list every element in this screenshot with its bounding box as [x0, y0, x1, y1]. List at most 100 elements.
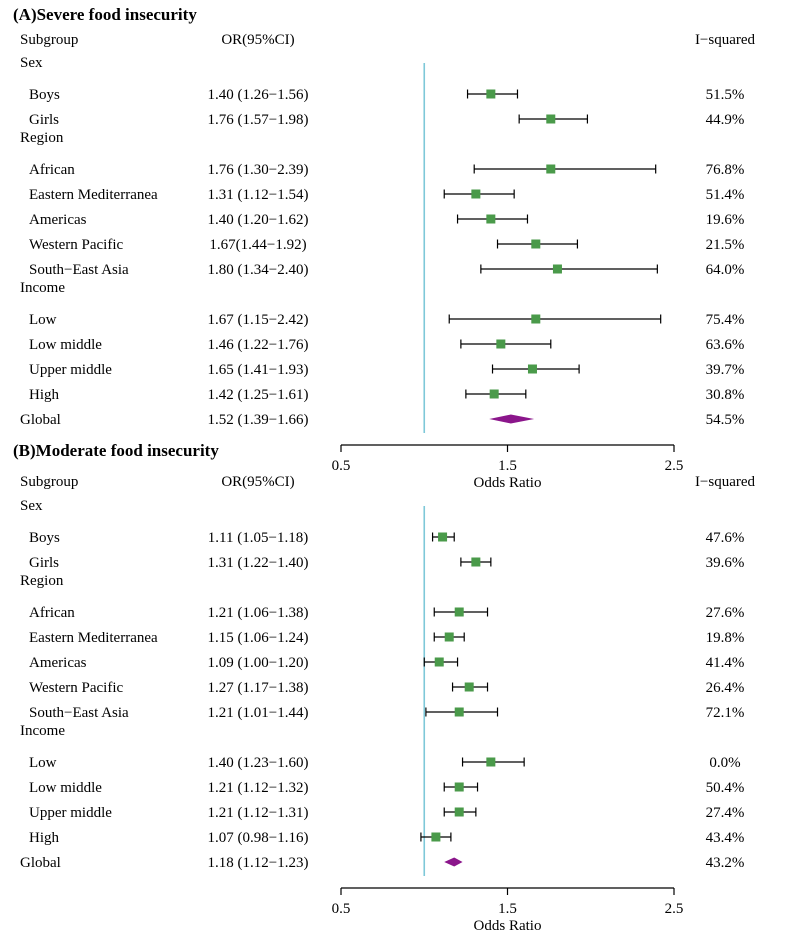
row-i-squared: 64.0%	[706, 262, 745, 278]
row-or-ci: 1.21 (1.01−1.44)	[208, 705, 309, 721]
subgroup-row: Upper middle 1.21 (1.12−1.31) 27.4%	[29, 805, 744, 821]
row-i-squared: 47.6%	[706, 530, 745, 546]
subgroup-row: South−East Asia 1.21 (1.01−1.44) 72.1%	[29, 705, 744, 721]
row-i-squared: 72.1%	[706, 705, 745, 721]
row-i-squared: 54.5%	[706, 412, 745, 428]
point-estimate-marker	[444, 632, 454, 642]
x-axis-label: Odds Ratio	[474, 475, 542, 491]
row-or-ci: 1.15 (1.06−1.24)	[208, 630, 309, 646]
group-heading-row: Sex	[20, 55, 43, 71]
group-label: Income	[20, 280, 65, 296]
subgroup-row: Low middle 1.46 (1.22−1.76) 63.6%	[29, 337, 744, 353]
subgroup-row: Low 1.67 (1.15−2.42) 75.4%	[29, 312, 744, 328]
row-i-squared: 26.4%	[706, 680, 745, 696]
row-label: Girls	[29, 555, 59, 571]
subgroup-row: South−East Asia 1.80 (1.34−2.40) 64.0%	[29, 262, 744, 278]
subgroup-row: Girls 1.31 (1.22−1.40) 39.6%	[29, 555, 744, 571]
header-subgroup: Subgroup	[20, 474, 78, 490]
row-or-ci: 1.21 (1.12−1.32)	[208, 780, 309, 796]
point-estimate-marker	[486, 214, 496, 224]
point-estimate-marker	[434, 657, 444, 667]
subgroup-row: Eastern Mediterranea 1.15 (1.06−1.24) 19.8…	[29, 630, 744, 646]
row-label: High	[29, 830, 60, 846]
x-axis: 0.5 1.5 2.5 Odds Ratio	[332, 444, 683, 491]
row-i-squared: 51.5%	[706, 87, 745, 103]
row-or-ci: 1.40 (1.23−1.60)	[208, 755, 309, 771]
row-label: Girls	[29, 112, 59, 128]
panel-title: (A)Severe food insecurity	[13, 5, 197, 24]
point-estimate-marker	[552, 264, 562, 274]
group-heading-row: Income	[20, 280, 65, 296]
row-i-squared: 21.5%	[706, 237, 745, 253]
row-or-ci: 1.31 (1.22−1.40)	[208, 555, 309, 571]
row-or-ci: 1.18 (1.12−1.23)	[208, 855, 309, 871]
row-or-ci: 1.67(1.44−1.92)	[209, 237, 306, 253]
row-i-squared: 50.4%	[706, 780, 745, 796]
x-tick-label: 1.5	[498, 458, 517, 474]
row-i-squared: 0.0%	[709, 755, 740, 771]
row-i-squared: 19.8%	[706, 630, 745, 646]
subgroup-row: African 1.21 (1.06−1.38) 27.6%	[29, 605, 744, 621]
row-or-ci: 1.76 (1.30−2.39)	[208, 162, 309, 178]
panel-severe: (A)Severe food insecurity Subgroup OR(95%C…	[13, 5, 756, 491]
row-or-ci: 1.40 (1.26−1.56)	[208, 87, 309, 103]
x-axis: 0.5 1.5 2.5 Odds Ratio	[332, 887, 683, 934]
row-label: Boys	[29, 87, 60, 103]
point-estimate-marker	[527, 364, 537, 374]
row-or-ci: 1.27 (1.17−1.38)	[208, 680, 309, 696]
row-i-squared: 43.2%	[706, 855, 745, 871]
group-label: Sex	[20, 498, 43, 514]
group-label: Sex	[20, 55, 43, 71]
header-i-squared: I−squared	[695, 32, 756, 48]
row-or-ci: 1.52 (1.39−1.66)	[208, 412, 309, 428]
row-label: Western Pacific	[29, 680, 124, 696]
subgroup-row: Western Pacific 1.67(1.44−1.92) 21.5%	[29, 237, 744, 253]
row-label: Americas	[29, 212, 87, 228]
group-heading-row: Sex	[20, 498, 43, 514]
row-or-ci: 1.21 (1.06−1.38)	[208, 605, 309, 621]
group-label: Region	[20, 130, 64, 146]
header-i-squared: I−squared	[695, 474, 756, 490]
point-estimate-marker	[454, 807, 464, 817]
row-i-squared: 39.7%	[706, 362, 745, 378]
point-estimate-marker	[438, 532, 448, 542]
row-label: Eastern Mediterranea	[29, 630, 158, 646]
row-i-squared: 27.4%	[706, 805, 745, 821]
row-i-squared: 39.6%	[706, 555, 745, 571]
row-or-ci: 1.46 (1.22−1.76)	[208, 337, 309, 353]
point-estimate-marker	[464, 682, 474, 692]
point-estimate-marker	[454, 607, 464, 617]
row-label: Global	[20, 855, 61, 871]
row-i-squared: 19.6%	[706, 212, 745, 228]
x-tick-label: 0.5	[332, 458, 351, 474]
row-label: South−East Asia	[29, 705, 129, 721]
pooled-estimate-diamond	[444, 857, 463, 867]
subgroup-row: Low 1.40 (1.23−1.60) 0.0%	[29, 755, 741, 771]
row-label: Global	[20, 412, 61, 428]
subgroup-row: African 1.76 (1.30−2.39) 76.8%	[29, 162, 744, 178]
point-estimate-marker	[471, 557, 481, 567]
row-i-squared: 27.6%	[706, 605, 745, 621]
row-or-ci: 1.07 (0.98−1.16)	[208, 830, 309, 846]
point-estimate-marker	[496, 339, 506, 349]
row-label: Americas	[29, 655, 87, 671]
row-or-ci: 1.31 (1.12−1.54)	[208, 187, 309, 203]
global-row: Global 1.52 (1.39−1.66) 54.5%	[20, 412, 744, 428]
group-heading-row: Region	[20, 573, 64, 589]
point-estimate-marker	[471, 189, 481, 199]
group-label: Income	[20, 723, 65, 739]
subgroup-row: High 1.07 (0.98−1.16) 43.4%	[29, 830, 744, 846]
subgroup-row: Low middle 1.21 (1.12−1.32) 50.4%	[29, 780, 744, 796]
row-i-squared: 30.8%	[706, 387, 745, 403]
row-i-squared: 44.9%	[706, 112, 745, 128]
row-or-ci: 1.21 (1.12−1.31)	[208, 805, 309, 821]
row-label: Upper middle	[29, 362, 112, 378]
subgroup-row: Boys 1.40 (1.26−1.56) 51.5%	[29, 87, 744, 103]
row-or-ci: 1.09 (1.00−1.20)	[208, 655, 309, 671]
subgroup-row: High 1.42 (1.25−1.61) 30.8%	[29, 387, 744, 403]
row-or-ci: 1.11 (1.05−1.18)	[208, 530, 308, 546]
panel-title: (B)Moderate food insecurity	[13, 441, 219, 460]
row-label: Upper middle	[29, 805, 112, 821]
row-label: Low middle	[29, 780, 102, 796]
row-label: African	[29, 605, 75, 621]
